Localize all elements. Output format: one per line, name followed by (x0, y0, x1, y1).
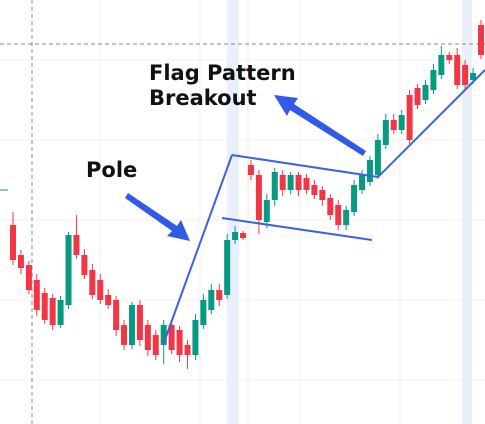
candle-body (351, 185, 358, 212)
candle-body (176, 330, 183, 355)
candle-body (335, 205, 342, 225)
candle-body (41, 293, 48, 320)
candle-body (271, 172, 278, 200)
candle-body (454, 55, 461, 85)
candle-body (17, 255, 24, 268)
annotation: Flag Pattern (149, 61, 296, 85)
candles (10, 20, 484, 369)
candle-body (438, 55, 445, 75)
annotation: Breakout (149, 86, 257, 110)
candle-body (430, 70, 437, 90)
candle-body (287, 175, 294, 190)
candle-body (422, 85, 429, 100)
candle-body (136, 305, 143, 340)
candle-body (295, 175, 302, 190)
candle-body (446, 55, 453, 60)
candle-body (105, 295, 112, 305)
breakout-arrow (274, 95, 366, 156)
candle-body (97, 280, 104, 300)
candle-body (462, 65, 469, 85)
candle-body (200, 300, 207, 325)
candle-body (144, 325, 151, 350)
candle-body (255, 175, 262, 220)
candle-body (240, 233, 247, 238)
candle-body (390, 120, 397, 130)
pole-arrow (125, 193, 190, 241)
candle-body (89, 270, 96, 295)
candle-body (470, 73, 477, 80)
candle-body (192, 320, 199, 355)
candle-body (73, 235, 80, 255)
candle-body (279, 175, 286, 190)
candle-body (121, 325, 128, 345)
candle-body (10, 225, 16, 260)
candle-body (25, 265, 32, 290)
candle-body (382, 120, 389, 145)
candle-body (208, 290, 215, 310)
candle-body (49, 298, 56, 325)
candle-body (327, 198, 334, 215)
candle-body (224, 240, 231, 295)
candle-body (168, 325, 175, 350)
candle-body (184, 345, 191, 355)
candle-body (57, 300, 64, 325)
candle-body (81, 255, 88, 275)
candle-body (113, 300, 120, 330)
candle-body (478, 25, 484, 55)
candle-body (232, 232, 239, 240)
candle-body (366, 160, 373, 182)
candle-body (406, 95, 413, 140)
candle-body (65, 235, 72, 305)
annotation: Pole (86, 158, 137, 182)
candle-body (128, 305, 135, 345)
candle-body (303, 178, 310, 190)
candle-body (216, 290, 223, 300)
candle-body (263, 200, 270, 222)
candle-body (319, 190, 326, 200)
candle-body (398, 115, 405, 130)
candle-body (33, 280, 40, 310)
candle-body (343, 210, 350, 225)
candle-body (374, 140, 381, 175)
candle-body (160, 325, 167, 345)
session-band (227, 0, 239, 424)
pattern-lines (162, 69, 485, 346)
candle-body (414, 88, 421, 105)
candle-body (152, 335, 159, 355)
session-band (462, 0, 472, 424)
candle-body (311, 185, 318, 195)
candle-body (247, 165, 254, 175)
candle-body (359, 175, 366, 190)
